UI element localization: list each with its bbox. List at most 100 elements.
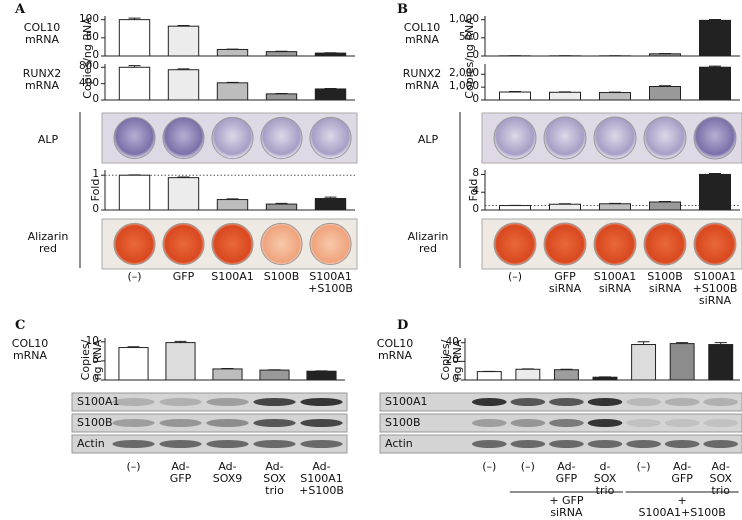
error-bar [637, 341, 650, 345]
well [493, 222, 537, 266]
y-tick-label: 2,000 [448, 67, 479, 80]
category-label: Ad- SOX9 [212, 460, 243, 486]
error-bar [275, 202, 288, 205]
well [260, 116, 303, 160]
row-label: Alizarin red [407, 229, 449, 255]
chart-title: COL10 mRNA [11, 336, 49, 362]
y-tick-label: 0 [472, 203, 479, 216]
blot-band [159, 440, 202, 448]
category-label: S100A1 siRNA [593, 270, 637, 296]
blot-band [549, 440, 584, 448]
category-label: S100A1 +S100B [308, 270, 353, 296]
category-label: (–) [127, 270, 142, 283]
y-axis-label: Copies/ng RNA [80, 17, 94, 99]
well [543, 116, 587, 160]
chart-title: RUNX2 mRNA [402, 66, 442, 92]
error-bar [174, 340, 187, 343]
bar [699, 173, 731, 211]
category-label: S100B [263, 270, 300, 283]
bar [515, 368, 541, 381]
bar [216, 199, 249, 211]
blot-label: S100B [385, 415, 421, 429]
blot-band [300, 440, 343, 448]
bar [499, 91, 531, 101]
bar [631, 344, 657, 381]
chart-title: COL10 mRNA [403, 20, 441, 46]
blot-band [112, 419, 155, 427]
blot-band [587, 419, 623, 427]
y-tick-label: 1 [92, 168, 99, 181]
well [211, 116, 254, 160]
y-tick-label: 100 [78, 12, 99, 25]
well [593, 222, 637, 266]
bar [549, 91, 581, 101]
well [493, 116, 537, 160]
bar [118, 347, 149, 381]
panel-letter: A [15, 1, 26, 17]
error-bar [709, 173, 721, 175]
blot-band [300, 419, 343, 427]
blot-band [471, 419, 507, 427]
error-bar [128, 65, 141, 68]
error-bar [709, 65, 721, 68]
well [309, 116, 352, 160]
row-label: Alizarin red [27, 229, 69, 255]
bar [476, 371, 502, 381]
blot-band [703, 440, 739, 448]
category-label: (–) [520, 460, 535, 473]
bar [499, 205, 531, 211]
bar [549, 203, 581, 211]
blot-band [510, 419, 546, 427]
well [643, 222, 687, 266]
y-tick-label: 0 [452, 373, 459, 386]
y-tick-label: 10 [85, 335, 99, 348]
category-label: Ad- GFP [671, 460, 693, 486]
y-tick-label: 0 [472, 49, 479, 62]
blot-band [626, 419, 661, 427]
bar [599, 203, 631, 211]
bar [306, 370, 337, 381]
panel-letter: C [15, 317, 26, 333]
blot-band [549, 419, 584, 427]
blot-band [664, 440, 700, 448]
y-tick-label: 1,000 [448, 12, 479, 25]
bar [265, 203, 298, 211]
category-label: GFP [172, 270, 195, 283]
blot-band [206, 440, 249, 448]
bar [167, 177, 200, 211]
bar [553, 369, 579, 381]
panel-letter: D [397, 317, 409, 333]
bar [649, 86, 681, 101]
y-tick-label: 40 [445, 335, 459, 348]
blot-band [159, 419, 202, 427]
blot-band [253, 440, 296, 448]
blot-band [206, 398, 249, 406]
row-label: ALP [37, 132, 59, 146]
bar [649, 53, 681, 57]
bar [669, 343, 695, 381]
bar [118, 19, 151, 57]
blot-band [471, 440, 507, 448]
bar [265, 93, 298, 101]
chart-title: RUNX2 mRNA [22, 66, 62, 92]
blot-band [300, 398, 343, 406]
bar [699, 66, 731, 101]
error-bar [226, 198, 239, 200]
blot-band [112, 440, 155, 448]
bar [314, 198, 347, 211]
well [693, 222, 737, 266]
y-tick-label: 0 [472, 93, 479, 106]
category-label: (–) [126, 460, 141, 473]
y-tick-label: 20 [445, 354, 459, 367]
error-bar [659, 85, 671, 87]
error-bar [714, 342, 727, 345]
group-label: + S100A1+S100B siRNA [638, 494, 726, 520]
blot-band [626, 398, 661, 406]
blot-label: S100A1 [77, 394, 120, 408]
bar [708, 344, 734, 381]
bar [314, 88, 347, 101]
bar [314, 52, 347, 57]
bar [167, 69, 200, 101]
blot-band [510, 398, 546, 406]
